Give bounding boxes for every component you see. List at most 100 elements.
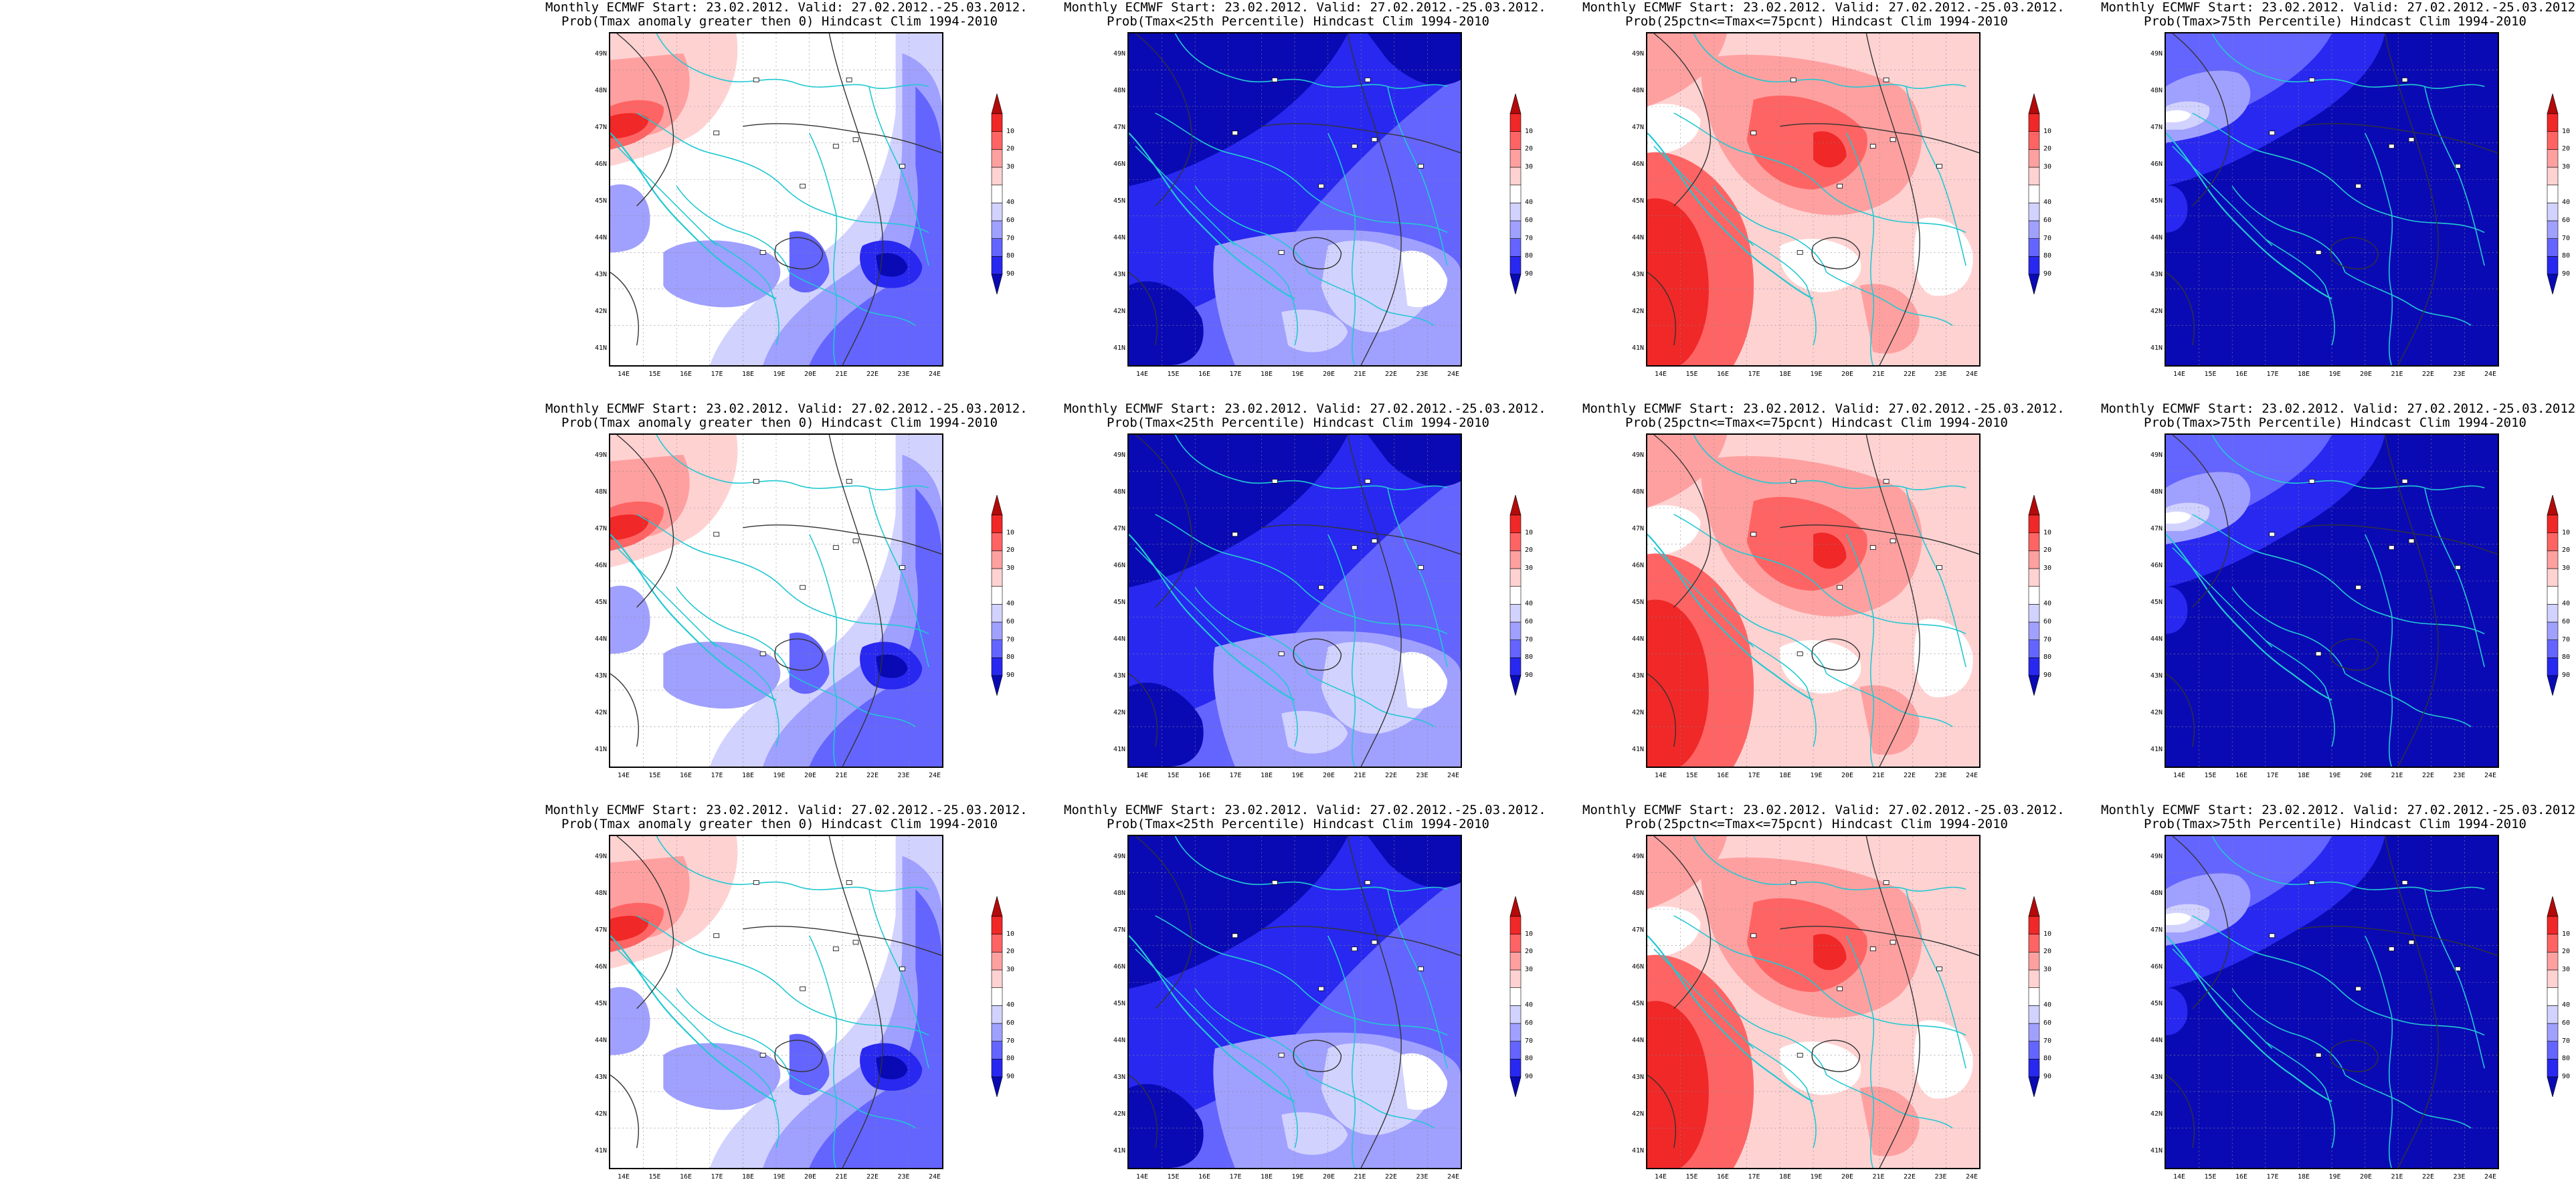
colorbar-segment bbox=[2028, 952, 2040, 971]
longitude-label: 20E bbox=[2359, 371, 2373, 378]
isoline bbox=[828, 435, 883, 767]
colorbar-extension-top bbox=[1509, 495, 1522, 516]
latitude-label: 45N bbox=[2150, 1000, 2163, 1007]
longitude-label: 20E bbox=[1841, 371, 1854, 378]
longitude-label: 22E bbox=[866, 1173, 879, 1181]
station-marker bbox=[2401, 78, 2408, 82]
colorbar-segment bbox=[1509, 568, 1522, 587]
probability-contour-fill bbox=[1813, 131, 1847, 168]
isoline bbox=[774, 638, 824, 671]
coastline bbox=[2166, 935, 2332, 1102]
longitude-label: 24E bbox=[1965, 772, 1979, 779]
station-marker bbox=[1890, 538, 1896, 544]
station-marker bbox=[1883, 880, 1890, 885]
map-svg bbox=[2166, 435, 2498, 767]
station-marker bbox=[1837, 986, 1843, 991]
colorbar bbox=[1509, 495, 1522, 696]
station-marker bbox=[1364, 880, 1371, 885]
latitude-label: 47N bbox=[2150, 926, 2163, 934]
colorbar-segment bbox=[2547, 586, 2559, 605]
colorbar-label: 80 bbox=[1525, 1055, 1534, 1063]
colorbar-label: 70 bbox=[1006, 635, 1015, 643]
latitude-label: 48N bbox=[2150, 488, 2163, 496]
station-marker bbox=[753, 880, 759, 885]
colorbar-extension-top bbox=[991, 94, 1003, 114]
colorbar-segment bbox=[2028, 185, 2040, 203]
probability-contour-fill bbox=[1368, 836, 1461, 888]
latitude-label: 49N bbox=[2150, 50, 2163, 58]
country-border bbox=[1327, 534, 1356, 767]
colorbar-segment bbox=[2028, 256, 2040, 275]
colorbar-label: 70 bbox=[1525, 635, 1534, 643]
probability-contour-fill bbox=[1129, 435, 1348, 588]
colorbar-extension-bottom bbox=[991, 675, 1003, 696]
isoline bbox=[1647, 673, 1676, 747]
longitude-label: 24E bbox=[2484, 371, 2497, 378]
colorbar-label: 60 bbox=[1006, 1019, 1015, 1027]
isoline bbox=[1780, 926, 1979, 957]
colorbar-segment bbox=[1509, 203, 1522, 221]
probability-contour-fill bbox=[1647, 1001, 1709, 1168]
colorbar-label: 30 bbox=[1006, 565, 1015, 572]
latitude-label: 49N bbox=[2150, 452, 2163, 459]
latitude-label: 44N bbox=[594, 1037, 607, 1044]
colorbar-label: 20 bbox=[2043, 948, 2052, 956]
station-marker bbox=[800, 986, 806, 991]
latitude-label: 46N bbox=[1631, 562, 1644, 569]
country-border bbox=[636, 915, 929, 1036]
colorbar-segment bbox=[1509, 1023, 1522, 1041]
panel-title-line2: Prob(25pctn<=Tmax<=75pcnt) Hindcast Clim… bbox=[1625, 14, 2008, 29]
panel-title-line2: Prob(Tmax>75th Percentile) Hindcast Clim… bbox=[2144, 14, 2526, 29]
station-marker bbox=[713, 933, 720, 938]
map-svg bbox=[1647, 836, 1979, 1168]
station-marker bbox=[2308, 479, 2315, 484]
longitude-label: 21E bbox=[2391, 371, 2403, 378]
country-border bbox=[1174, 435, 1448, 491]
country-border bbox=[1845, 534, 1875, 767]
longitude-label: 22E bbox=[2421, 1173, 2435, 1181]
country-border bbox=[2424, 889, 2485, 1069]
station-marker bbox=[1869, 946, 1876, 952]
longitude-label: 23E bbox=[2453, 772, 2466, 779]
country-border bbox=[1826, 272, 1953, 326]
colorbar-extension-bottom bbox=[2547, 274, 2559, 294]
panel-title-line2: Prob(Tmax<25th Percentile) Hindcast Clim… bbox=[1107, 14, 1489, 29]
country-border bbox=[789, 1074, 916, 1129]
latitude-label: 43N bbox=[1631, 672, 1644, 680]
panel-title-line2: Prob(Tmax<25th Percentile) Hindcast Clim… bbox=[1107, 415, 1489, 430]
map-svg bbox=[610, 435, 942, 767]
isoline bbox=[1647, 272, 1676, 346]
probability-contour-fill bbox=[1394, 993, 1435, 1026]
longitude-label: 20E bbox=[1841, 772, 1854, 779]
longitude-label: 23E bbox=[897, 371, 910, 378]
map-svg bbox=[2166, 33, 2498, 365]
latitude-label: 45N bbox=[1113, 599, 1125, 606]
colorbar-label: 30 bbox=[1006, 966, 1015, 973]
coastline bbox=[1647, 935, 1814, 1102]
panel-title-line2: Prob(Tmax<25th Percentile) Hindcast Clim… bbox=[1107, 817, 1489, 831]
isoline bbox=[616, 836, 674, 1009]
longitude-label: 18E bbox=[1778, 371, 1792, 378]
latitude-label: 49N bbox=[1113, 452, 1125, 459]
station-marker bbox=[2315, 249, 2322, 255]
colorbar-label: 80 bbox=[2043, 1055, 2052, 1063]
latitude-label: 41N bbox=[2150, 1147, 2163, 1155]
probability-contour-fill bbox=[1394, 191, 1435, 223]
latitude-label: 45N bbox=[1631, 599, 1644, 606]
map-panel: Monthly ECMWF Start: 23.02.2012. Valid: … bbox=[545, 401, 1028, 789]
latitude-label: 49N bbox=[1113, 853, 1125, 860]
probability-contour-fill bbox=[1281, 710, 1348, 754]
isoline bbox=[2298, 926, 2498, 957]
longitude-label: 16E bbox=[2235, 371, 2248, 378]
country-border bbox=[1228, 639, 1298, 747]
country-border bbox=[2265, 1041, 2335, 1148]
latitude-label: 45N bbox=[1113, 197, 1125, 205]
station-marker bbox=[2408, 137, 2415, 142]
isoline bbox=[2166, 272, 2195, 346]
longitude-label: 19E bbox=[773, 371, 786, 378]
longitude-label: 14E bbox=[617, 1173, 630, 1181]
longitude-label: 17E bbox=[711, 1173, 723, 1181]
panel-title-line1: Monthly ECMWF Start: 23.02.2012. Valid: … bbox=[545, 401, 1028, 416]
probability-contour-fill bbox=[2166, 185, 2188, 233]
